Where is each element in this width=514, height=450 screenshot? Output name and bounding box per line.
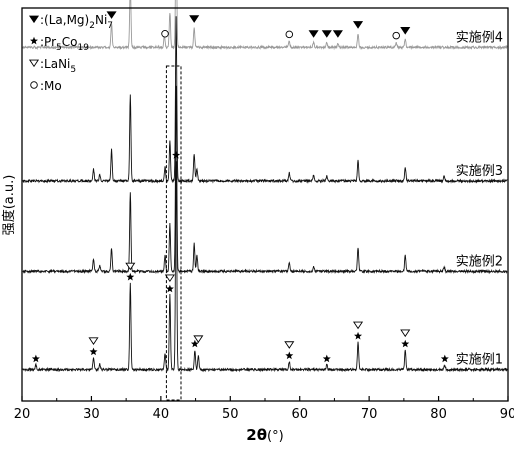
series-line-1: [22, 0, 508, 51]
x-axis-label-unit: (°): [267, 429, 284, 444]
x-tick-label: 60: [291, 407, 308, 422]
filled-down-triangle-marker: [321, 30, 332, 38]
x-tick-label: 40: [153, 407, 170, 422]
legend-label-part: :Pr: [40, 35, 56, 49]
star-marker: [285, 351, 294, 360]
series-label-2: 实施例3: [456, 164, 503, 179]
legend-label-part: :(La,Mg): [40, 13, 89, 27]
legend-label-part: 19: [77, 43, 89, 53]
legend-marker-open-triangle: [28, 59, 40, 68]
open-down-triangle-marker: [193, 335, 204, 343]
highlight-dashed-box: [165, 65, 182, 401]
filled-down-triangle-marker: [189, 15, 200, 23]
open-down-triangle-marker: [88, 337, 99, 345]
legend-marker-filled-triangle: [28, 15, 40, 24]
legend-marker-star: [30, 36, 38, 45]
series-line-3: [22, 85, 508, 275]
filled-down-triangle-marker: [332, 30, 343, 38]
legend-label-part: 2: [89, 21, 95, 31]
x-tick-label: 30: [83, 407, 100, 422]
star-marker: [89, 347, 98, 356]
highlight-box-group: [165, 65, 182, 401]
x-axis-label-main: 2θ: [246, 426, 267, 444]
star-marker: [354, 331, 363, 340]
legend-label-part: 5: [70, 65, 76, 75]
star-marker: [31, 354, 40, 363]
phase-markers: [31, 11, 449, 363]
star-marker: [165, 284, 174, 293]
legend-marker-circle: [30, 81, 38, 89]
legend-label-part: Ni: [95, 13, 107, 27]
legend-label-part: :Mo: [40, 79, 62, 93]
open-down-triangle-marker: [352, 321, 364, 330]
open-circle-marker: [392, 31, 400, 40]
star-marker: [190, 339, 199, 348]
star-marker: [172, 151, 181, 159]
series-labels: 实施例4 实施例3 实施例2 实施例1: [456, 30, 503, 367]
legend: :(La,Mg)2Ni7:Pr5Co19:LaNi5:Mo: [28, 13, 113, 93]
open-down-triangle-marker: [400, 329, 411, 338]
series-line-2: [22, 16, 508, 184]
filled-down-triangle-marker: [308, 30, 319, 38]
x-tick-label: 20: [14, 407, 31, 422]
x-axis-label: 2θ(°): [246, 426, 283, 444]
legend-label-3: :LaNi5: [40, 57, 76, 75]
legend-label-part: 7: [107, 21, 113, 31]
legend-label-1: :(La,Mg)2Ni7: [40, 13, 113, 31]
star-marker: [322, 354, 331, 363]
legend-label-part: Co: [62, 35, 78, 49]
x-tick-label: 50: [222, 407, 239, 422]
x-tick-label: 80: [430, 407, 447, 422]
legend-label-2: :Pr5Co19: [40, 35, 89, 53]
star-marker: [440, 354, 449, 363]
legend-label-4: :Mo: [40, 79, 62, 93]
open-down-triangle-marker: [125, 262, 136, 271]
filled-down-triangle-marker: [106, 11, 117, 19]
open-down-triangle-marker: [284, 341, 295, 349]
open-circle-marker: [285, 30, 294, 39]
series-label-1: 实施例4: [456, 30, 503, 45]
legend-label-part: :LaNi: [40, 57, 70, 71]
series-label-4: 实施例1: [456, 353, 503, 368]
series-label-3: 实施例2: [456, 254, 503, 269]
x-tick-label: 90: [500, 407, 514, 422]
y-axis-label: 强度(a.u.): [1, 175, 17, 236]
pattern-curves: [22, 0, 508, 373]
x-tick-label: 70: [361, 407, 378, 422]
open-down-triangle-marker: [164, 274, 175, 283]
filled-down-triangle-marker: [400, 27, 411, 35]
star-marker: [126, 272, 135, 281]
open-circle-marker: [161, 30, 169, 38]
series-line-4: [22, 161, 508, 373]
legend-label-part: 5: [56, 43, 62, 53]
filled-down-triangle-marker: [352, 21, 364, 29]
star-marker: [401, 339, 410, 348]
x-axis-ticks: 20 30 40 50 60 70 80 90: [14, 396, 514, 422]
